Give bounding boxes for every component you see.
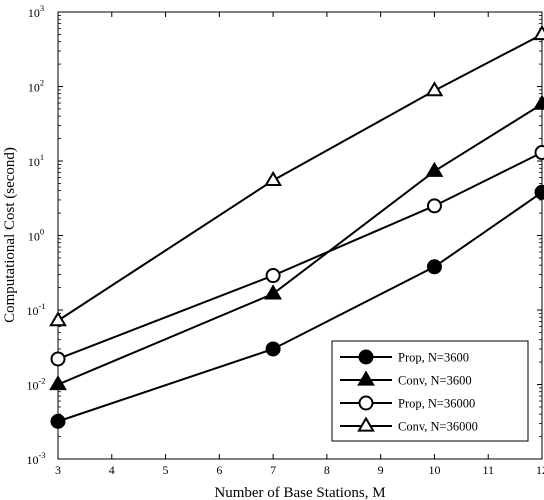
x-tick-label: 6 (216, 463, 222, 477)
y-tick-label: 103 (28, 3, 44, 20)
data-point (425, 81, 444, 97)
data-point (50, 413, 66, 429)
axis-ticks: 3 4 5 6 7 8 9 10 11 12 10-3 10-2 10-1 100 101 102 103 (26, 3, 544, 477)
series-2 (49, 94, 544, 391)
x-tick-label: 8 (324, 463, 330, 477)
data-point (425, 161, 444, 177)
y-tick-label: 10-3 (26, 450, 45, 467)
y-tick-label: 10-2 (26, 376, 45, 393)
y-tick-label: 101 (28, 152, 44, 169)
legend-item: Conv, N=36000 (340, 416, 478, 434)
series-line (57, 191, 543, 423)
x-tick-label: 9 (378, 463, 384, 477)
data-point (265, 341, 281, 357)
x-tick-label: 12 (536, 463, 544, 477)
data-point (264, 284, 282, 300)
series-line (57, 103, 543, 386)
legend-marker (357, 416, 375, 432)
legend-marker (358, 349, 374, 365)
data-point (265, 268, 281, 284)
x-tick-label: 4 (109, 463, 115, 477)
legend-label: Prop, N=3600 (398, 351, 469, 365)
legend: Prop, N=3600 Conv, N=3600 Prop, N=36000 Con… (331, 340, 529, 442)
series-3 (50, 145, 544, 367)
legend-label: Conv, N=36000 (398, 420, 478, 434)
series-line (57, 151, 543, 360)
legend-label: Prop, N=36000 (398, 397, 475, 411)
data-point (533, 24, 544, 41)
legend-marker (357, 370, 375, 386)
data-point (50, 351, 66, 367)
data-point (49, 311, 67, 327)
x-tick-label: 10 (428, 463, 440, 477)
data-point (426, 259, 442, 275)
legend-marker (358, 395, 374, 411)
x-axis-title: Number of Base Stations, M (214, 485, 385, 500)
legend-item: Conv, N=3600 (340, 370, 472, 388)
series-4 (49, 24, 544, 327)
data-point (49, 375, 67, 391)
data-point (533, 94, 544, 110)
data-point (426, 198, 442, 214)
x-tick-label: 7 (270, 463, 276, 477)
legend-label: Conv, N=3600 (398, 374, 472, 388)
data-point (534, 184, 544, 200)
legend-item: Prop, N=3600 (340, 349, 469, 365)
legend-item: Prop, N=36000 (340, 395, 475, 411)
y-tick-label: 100 (28, 227, 44, 244)
x-tick-label: 11 (482, 463, 494, 477)
y-axis-title: Computational Cost (second) (2, 147, 18, 323)
x-tick-label: 5 (163, 463, 169, 477)
y-tick-label: 102 (28, 78, 44, 95)
series-1 (50, 184, 544, 429)
x-tick-label: 3 (55, 463, 61, 477)
data-point (534, 145, 544, 161)
series-group (49, 24, 544, 429)
data-point (264, 170, 282, 186)
series-line (57, 33, 543, 322)
y-tick-label: 10-1 (26, 301, 45, 318)
